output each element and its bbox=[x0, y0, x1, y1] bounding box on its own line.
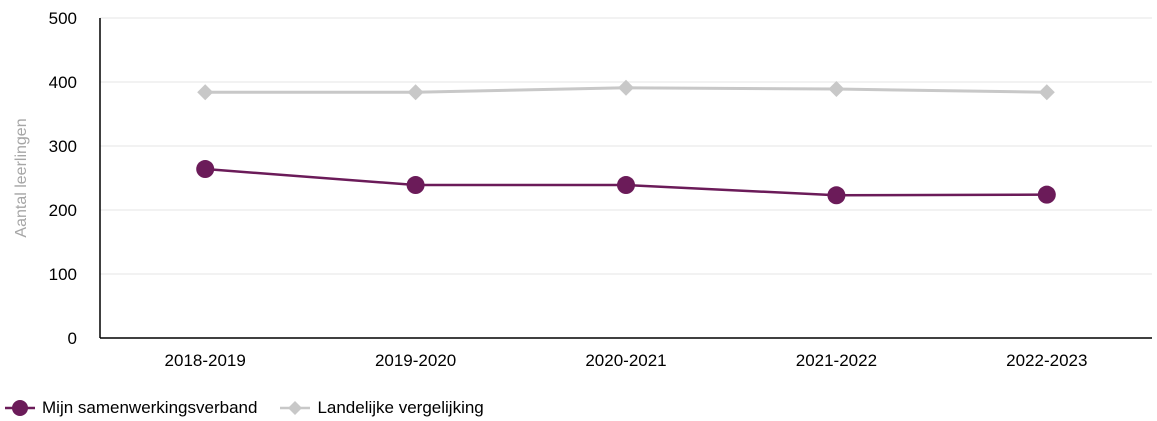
legend-label-series-0: Mijn samenwerkingsverband bbox=[42, 398, 258, 417]
data-point[interactable] bbox=[1038, 84, 1055, 101]
series-0 bbox=[196, 160, 1056, 205]
data-point[interactable] bbox=[406, 176, 425, 195]
y-tick-label: 100 bbox=[49, 265, 77, 284]
data-point[interactable] bbox=[828, 81, 845, 98]
line-chart: 0 100 200 300 400 500 2018-2019 2019-2020 2020-… bbox=[13, 9, 1152, 370]
gridlines bbox=[100, 17, 1152, 275]
y-tick-label: 0 bbox=[68, 329, 77, 348]
legend-label-series-1: Landelijke vergelijking bbox=[317, 398, 484, 417]
x-tick-label: 2022-2023 bbox=[1006, 351, 1087, 370]
legend-marker-circle-icon bbox=[5, 400, 35, 416]
y-axis-label: Aantal leerlingen bbox=[13, 118, 30, 237]
y-axis-ticks: 0 100 200 300 400 500 bbox=[49, 9, 77, 348]
series-1 bbox=[197, 79, 1055, 101]
x-tick-label: 2018-2019 bbox=[165, 351, 246, 370]
data-point[interactable] bbox=[196, 160, 215, 179]
legend-item-series-1[interactable]: Landelijke vergelijking bbox=[279, 398, 484, 418]
y-tick-label: 400 bbox=[49, 73, 77, 92]
series-group bbox=[196, 79, 1056, 205]
data-point[interactable] bbox=[618, 79, 634, 96]
x-axis-ticks: 2018-2019 2019-2020 2020-2021 2021-2022 2022… bbox=[165, 351, 1088, 370]
y-tick-label: 500 bbox=[49, 9, 77, 28]
y-tick-label: 300 bbox=[49, 137, 77, 156]
y-tick-label: 200 bbox=[49, 201, 77, 220]
legend-marker-diamond-icon bbox=[280, 401, 311, 415]
data-point[interactable] bbox=[197, 84, 214, 101]
x-tick-label: 2020-2021 bbox=[585, 351, 666, 370]
data-point[interactable] bbox=[617, 176, 635, 195]
x-tick-label: 2021-2022 bbox=[796, 351, 877, 370]
data-point[interactable] bbox=[827, 186, 846, 205]
legend-item-series-0[interactable]: Mijn samenwerkingsverband bbox=[4, 398, 257, 418]
legend: Mijn samenwerkingsverband Landelijke ver… bbox=[4, 398, 506, 418]
x-tick-label: 2019-2020 bbox=[375, 351, 456, 370]
data-point[interactable] bbox=[1037, 185, 1056, 204]
data-point[interactable] bbox=[407, 84, 424, 101]
